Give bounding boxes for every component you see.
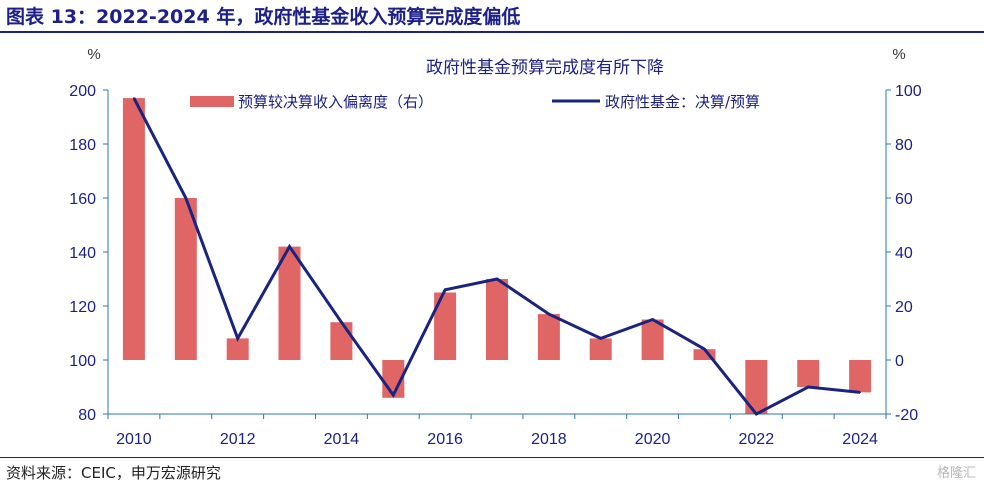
- bar-2024: [849, 360, 872, 393]
- legend-bar-swatch: [190, 96, 234, 107]
- x-tick-label: 2020: [635, 431, 671, 448]
- bar-2018: [537, 314, 560, 360]
- legend: 预算较决算收入偏离度（右） 政府性基金：决算/预算: [190, 93, 760, 111]
- line-point-2021: [703, 348, 706, 351]
- x-tick-label: 2024: [842, 431, 878, 448]
- bar-2017: [486, 279, 508, 360]
- right-tick-label: 100: [895, 83, 922, 100]
- watermark: 格隆汇: [936, 466, 976, 481]
- x-tick-label: 2022: [739, 431, 775, 448]
- left-tick-label: 120: [69, 299, 96, 316]
- axes: [107, 90, 887, 415]
- line-point-2022: [755, 413, 758, 415]
- right-tick-label: 0: [895, 353, 904, 370]
- legend-bar-label: 预算较决算收入偏离度（右）: [238, 93, 433, 111]
- line-point-2011: [185, 197, 187, 199]
- x-axis-ticks: 2010 2012 2014 2016 2018 2020 2022 2024: [107, 414, 887, 448]
- left-unit-label: %: [87, 46, 100, 63]
- bar-2014: [330, 322, 353, 360]
- x-tick-label: 2010: [116, 431, 152, 448]
- line-point-2012: [236, 337, 239, 340]
- right-axis-ticks: -20 0 20 40 60 80 100: [886, 83, 922, 424]
- line-point-2020: [651, 318, 654, 321]
- bar-2020: [641, 319, 664, 360]
- line-series-group: [132, 97, 861, 416]
- left-tick-label: 140: [69, 245, 96, 262]
- x-tick-label: 2012: [220, 431, 256, 448]
- x-tick-label: 2018: [531, 431, 567, 448]
- right-tick-label: 40: [895, 245, 913, 262]
- right-tick-label: 60: [895, 191, 913, 208]
- bar-series: [122, 98, 872, 414]
- bar-2012: [226, 338, 249, 360]
- line-point-2013: [288, 245, 291, 248]
- right-tick-label: 80: [895, 137, 913, 154]
- bar-2023: [797, 360, 820, 387]
- bar-2022: [745, 360, 768, 414]
- left-tick-label: 200: [69, 83, 96, 100]
- line-point-2018: [548, 313, 550, 315]
- bar-2010: [122, 98, 145, 360]
- x-tick-label: 2014: [324, 431, 360, 448]
- bar-2016: [434, 292, 457, 360]
- right-unit-label: %: [892, 46, 905, 63]
- title-rule: [0, 31, 984, 33]
- left-tick-label: 80: [78, 407, 96, 424]
- line-point-2017: [496, 278, 498, 280]
- left-tick-label: 180: [69, 137, 96, 154]
- right-tick-label: -20: [895, 407, 918, 424]
- bar-2019: [589, 338, 612, 360]
- line-point-2010: [133, 97, 135, 99]
- footer-rule: [0, 457, 984, 458]
- bar-2021: [693, 349, 716, 360]
- line-point-2023: [807, 386, 809, 388]
- bar-2013: [278, 246, 301, 360]
- right-tick-label: 20: [895, 299, 913, 316]
- left-axis-ticks: 80 100 120 140 160 180 200: [69, 83, 108, 424]
- line-point-2014: [340, 321, 343, 324]
- figure-title: 图表 13：2022-2024 年，政府性基金收入预算完成度偏低: [6, 6, 521, 28]
- line-point-2019: [599, 337, 602, 340]
- legend-line-label: 政府性基金：决算/预算: [605, 93, 760, 111]
- left-tick-label: 160: [69, 191, 96, 208]
- line-point-2015: [392, 394, 395, 396]
- x-tick-label: 2016: [427, 431, 463, 448]
- source-note: 资料来源：CEIC，申万宏源研究: [6, 464, 221, 482]
- bar-2011: [174, 198, 197, 360]
- line-point-2016: [444, 289, 446, 291]
- left-tick-label: 100: [69, 353, 96, 370]
- line-point-2024: [859, 391, 861, 394]
- chart-title: 政府性基金预算完成度有所下降: [426, 58, 664, 78]
